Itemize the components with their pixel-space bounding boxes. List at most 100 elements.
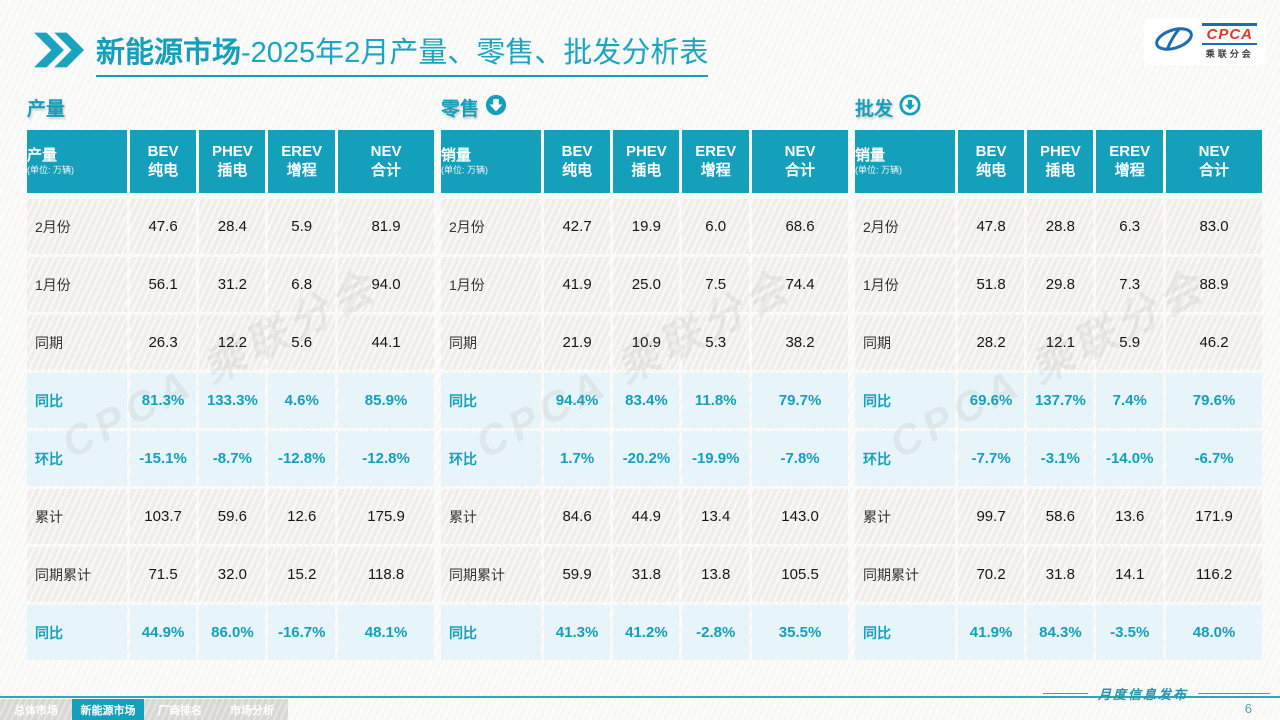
footer-nav: 总体市场 新能源市场 厂商排名 市场分析 xyxy=(0,699,288,720)
cpca-swoosh-icon xyxy=(1153,23,1195,60)
col-zh: 增程 xyxy=(1114,161,1145,179)
cell-value: 58.6 xyxy=(1027,489,1094,544)
column-header-nev: NEV 合计 xyxy=(752,130,848,193)
cell-value: 35.5% xyxy=(752,605,848,660)
table-row: 累计 103.7 59.6 12.6 175.9 xyxy=(27,489,434,544)
table-row: 1月份 56.1 31.2 6.8 94.0 xyxy=(27,257,434,312)
cell-value: 6.8 xyxy=(268,257,336,312)
cell-value: -12.8% xyxy=(268,431,336,486)
logo-text: CPCA 乘联分会 xyxy=(1202,23,1257,60)
tab-overall-market[interactable]: 总体市场 xyxy=(0,699,72,720)
footer-note-text: 月度信息发布 xyxy=(1097,688,1188,703)
table-row: 2月份 47.8 28.8 6.3 83.0 xyxy=(855,199,1262,254)
tab-nev-market[interactable]: 新能源市场 xyxy=(72,699,144,720)
cell-value: 94.4% xyxy=(543,373,611,428)
cell-value: 15.2 xyxy=(268,547,336,602)
table-row: 同比 81.3% 133.3% 4.6% 85.9% xyxy=(27,373,434,428)
row-label: 环比 xyxy=(27,431,127,486)
cell-value: -2.8% xyxy=(682,605,750,660)
row-label: 同期 xyxy=(27,315,127,370)
label-header-text: 销量 xyxy=(855,147,886,165)
cell-value: 84.6 xyxy=(543,489,611,544)
cell-value: 28.4 xyxy=(199,199,266,254)
page-title: 新能源市场-2025年2月产量、零售、批发分析表 xyxy=(96,29,709,77)
unit-label: (单位: 万辆) xyxy=(441,165,488,176)
table-body: 2月份 47.8 28.8 6.3 83.0 1月份 51.8 29.8 7.3 88.9 同期 28… xyxy=(855,199,1262,660)
retail-section-title: 零售 xyxy=(441,98,480,120)
table-body: 2月份 47.6 28.4 5.9 81.9 1月份 56.1 31.2 6.8 94.0 同期 26… xyxy=(27,199,434,660)
cell-value: 71.5 xyxy=(129,547,197,602)
cell-value: -7.7% xyxy=(957,431,1025,486)
wholesale-table: 销量 (单位: 万辆) BEV 纯电 PHEV 插电 EREV 增程 NEV 合计 2月… xyxy=(855,130,1262,660)
cell-value: -15.1% xyxy=(129,431,197,486)
cell-value: 7.3 xyxy=(1096,257,1164,312)
col-en: NEV xyxy=(370,142,402,160)
wholesale-table-section: 批发 销量 (单位: 万辆) BEV 纯电 PHEV 插电 EREV 增程 xyxy=(855,92,1262,660)
dash-line xyxy=(1042,693,1088,694)
cell-value: 5.9 xyxy=(1096,315,1164,370)
cell-value: 41.9% xyxy=(957,605,1025,660)
cell-value: 7.4% xyxy=(1096,373,1164,428)
column-header-bev: BEV 纯电 xyxy=(543,130,611,193)
production-section-header: 产量 xyxy=(27,92,434,122)
column-header-erev: EREV 增程 xyxy=(1096,130,1164,193)
column-header-erev: EREV 增程 xyxy=(268,130,336,193)
cell-value: 79.7% xyxy=(752,373,848,428)
column-header-phev: PHEV 插电 xyxy=(613,130,680,193)
cell-value: 28.8 xyxy=(1027,199,1094,254)
cell-value: 143.0 xyxy=(752,489,848,544)
cell-value: 118.8 xyxy=(338,547,434,602)
cell-value: 41.2% xyxy=(613,605,680,660)
cell-value: 21.9 xyxy=(543,315,611,370)
cell-value: 84.3% xyxy=(1027,605,1094,660)
cell-value: 85.9% xyxy=(338,373,434,428)
cell-value: -3.1% xyxy=(1027,431,1094,486)
label-header-cell: 销量 (单位: 万辆) xyxy=(855,130,955,193)
col-en: PHEV xyxy=(211,142,253,160)
cell-value: 46.2 xyxy=(1166,315,1262,370)
cell-value: 99.7 xyxy=(957,489,1025,544)
table-row: 同比 41.9% 84.3% -3.5% 48.0% xyxy=(855,605,1262,660)
cell-value: -3.5% xyxy=(1096,605,1164,660)
table-row: 同期累计 70.2 31.8 14.1 116.2 xyxy=(855,547,1262,602)
row-label: 同期 xyxy=(855,315,955,370)
col-zh: 插电 xyxy=(631,161,662,179)
col-en: NEV xyxy=(1198,142,1230,160)
cell-value: 47.8 xyxy=(957,199,1025,254)
footer-divider-line xyxy=(0,696,1280,698)
col-zh: 插电 xyxy=(217,161,248,179)
cell-value: 51.8 xyxy=(957,257,1025,312)
footer-note: 月度信息发布 xyxy=(1042,684,1270,703)
tab-market-analysis[interactable]: 市场分析 xyxy=(216,699,288,720)
table-header-row: 产量 (单位: 万辆) BEV 纯电 PHEV 插电 EREV 增程 NEV 合计 xyxy=(27,130,434,193)
column-header-erev: EREV 增程 xyxy=(682,130,750,193)
cell-value: 44.9 xyxy=(613,489,680,544)
retail-table: 销量 (单位: 万辆) BEV 纯电 PHEV 插电 EREV 增程 NEV 合计 2月… xyxy=(441,130,848,660)
cell-value: 4.6% xyxy=(268,373,336,428)
cell-value: 44.9% xyxy=(129,605,197,660)
cell-value: 103.7 xyxy=(129,489,197,544)
down-arrow-outline-icon xyxy=(899,93,921,121)
table-row: 同比 44.9% 86.0% -16.7% 48.1% xyxy=(27,605,434,660)
cell-value: -16.7% xyxy=(268,605,336,660)
row-label: 1月份 xyxy=(441,257,541,312)
table-row: 1月份 51.8 29.8 7.3 88.9 xyxy=(855,257,1262,312)
title-bold: 新能源市场 xyxy=(96,37,242,69)
tab-oem-ranking[interactable]: 厂商排名 xyxy=(144,699,216,720)
cell-value: -8.7% xyxy=(199,431,266,486)
cell-value: 171.9 xyxy=(1166,489,1262,544)
cell-value: 6.0 xyxy=(682,199,750,254)
column-header-bev: BEV 纯电 xyxy=(957,130,1025,193)
table-row: 环比 -7.7% -3.1% -14.0% -6.7% xyxy=(855,431,1262,486)
cell-value: 19.9 xyxy=(613,199,680,254)
retail-section-header: 零售 xyxy=(441,92,848,122)
row-label: 环比 xyxy=(855,431,955,486)
col-zh: 合计 xyxy=(1199,161,1230,179)
row-label: 同比 xyxy=(27,373,127,428)
cell-value: 83.0 xyxy=(1166,199,1262,254)
title-text: 新能源市场-2025年2月产量、零售、批发分析表 xyxy=(96,29,709,77)
cell-value: 28.2 xyxy=(957,315,1025,370)
table-row: 2月份 47.6 28.4 5.9 81.9 xyxy=(27,199,434,254)
column-header-bev: BEV 纯电 xyxy=(129,130,197,193)
